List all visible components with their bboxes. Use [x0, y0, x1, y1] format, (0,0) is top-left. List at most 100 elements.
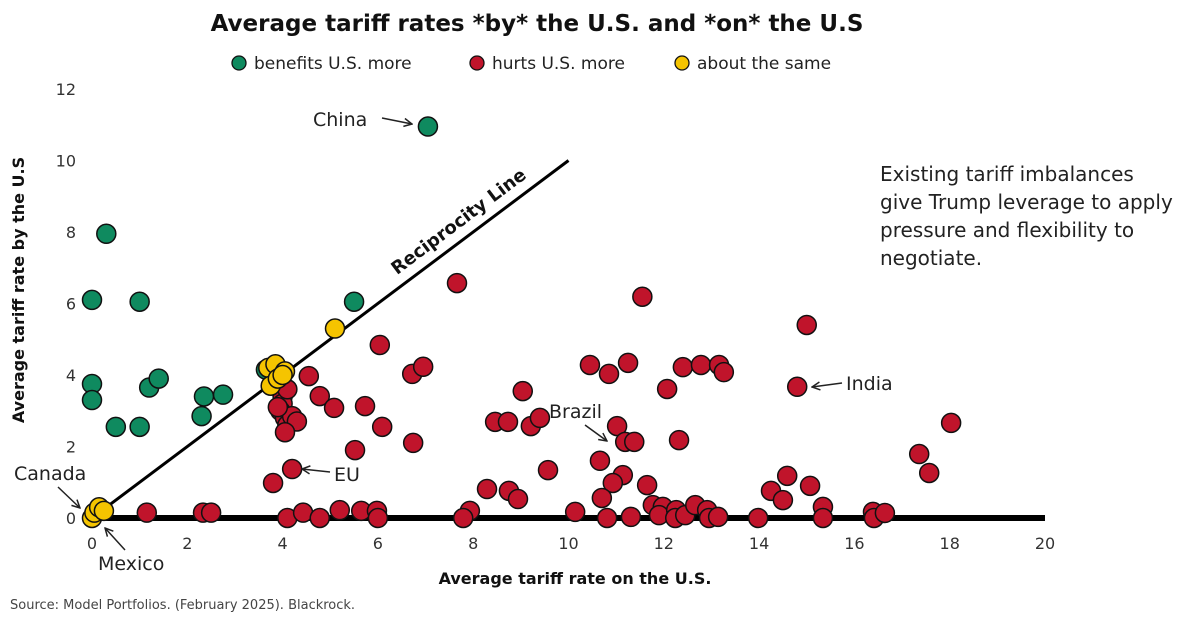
data-point [452, 507, 474, 529]
data-point [497, 411, 519, 433]
note-line: Existing tariff imbalances [880, 162, 1134, 186]
reciprocity-line-stroke [91, 159, 570, 520]
data-point [672, 356, 694, 378]
data-point [81, 389, 103, 411]
data-point [96, 223, 117, 245]
chart-title: Average tariff rates *by* the U.S. and *… [211, 11, 864, 37]
data-point [918, 462, 940, 484]
data-point [636, 474, 658, 496]
data-point [529, 407, 551, 429]
data-point [324, 318, 346, 339]
data-point [632, 286, 653, 307]
data-point [776, 465, 798, 487]
data-point [329, 499, 351, 521]
annotation-arrow [381, 117, 412, 124]
data-point [476, 478, 498, 500]
x-axis-label: Average tariff rate on the U.S. [439, 569, 712, 588]
data-point [323, 397, 345, 419]
data-point [93, 500, 115, 522]
data-point [412, 356, 434, 378]
data-point [309, 507, 331, 529]
x-tick-label: 18 [940, 534, 960, 553]
legend-label: hurts U.S. more [492, 54, 625, 74]
reciprocity-line-label: Reciprocity Line [387, 164, 530, 279]
y-tick-label: 8 [66, 223, 76, 242]
data-point [512, 380, 534, 402]
data-point [402, 432, 424, 454]
note-line: give Trump leverage to apply [880, 190, 1173, 214]
data-point [624, 431, 645, 453]
annotation-label: EU [334, 464, 360, 486]
data-point [940, 412, 962, 434]
y-axis-label: Average tariff rate by the U.S [9, 157, 28, 423]
annotation-arrow [105, 528, 126, 551]
x-tick-label: 8 [468, 534, 478, 553]
data-points [81, 116, 962, 529]
data-point [690, 354, 712, 376]
legend-label: about the same [697, 54, 831, 74]
data-point [668, 429, 690, 451]
data-point [200, 502, 222, 523]
data-point [620, 506, 642, 528]
data-point [537, 459, 559, 481]
data-point [564, 501, 586, 523]
data-point [507, 488, 529, 510]
x-tick-label: 6 [373, 534, 383, 553]
data-point [446, 272, 468, 294]
data-point [799, 475, 821, 497]
data-point [579, 354, 601, 376]
data-point [598, 363, 620, 385]
data-point [129, 416, 150, 438]
data-point [786, 376, 808, 398]
y-tick-label: 6 [66, 295, 76, 314]
legend: benefits U.S. more hurts U.S. more about t… [231, 54, 831, 74]
x-tick-label: 20 [1035, 534, 1055, 553]
data-point [591, 487, 613, 509]
legend-marker [674, 55, 690, 71]
data-point [713, 361, 735, 383]
data-point [707, 506, 729, 528]
data-point [298, 365, 320, 387]
x-tick-label: 4 [278, 534, 288, 553]
data-point [369, 334, 391, 356]
data-point [656, 378, 678, 400]
annotation-label: Mexico [98, 553, 164, 575]
data-point [371, 416, 393, 438]
legend-label: benefits U.S. more [254, 54, 412, 74]
y-tick-label: 4 [66, 366, 76, 385]
y-tick-label: 0 [66, 509, 76, 528]
data-point [309, 385, 331, 407]
annotations: China India Brazil EU Canada Mexico [14, 109, 893, 575]
data-point [267, 396, 289, 418]
data-point [281, 458, 303, 480]
data-point [193, 386, 215, 407]
data-point [344, 439, 366, 461]
annotation-arrow [812, 383, 843, 387]
annotation-label: China [313, 109, 367, 131]
x-tick-label: 12 [654, 534, 674, 553]
y-tick-label: 12 [56, 80, 76, 99]
data-point [105, 416, 127, 438]
data-point [274, 421, 296, 443]
note-line: pressure and flexibility to [880, 218, 1134, 242]
annotation-arrow [302, 469, 331, 472]
x-tick-label: 10 [558, 534, 578, 553]
x-tick-label: 0 [87, 534, 97, 553]
data-point [589, 450, 611, 472]
data-point [747, 507, 769, 529]
data-point [191, 405, 212, 427]
data-point [354, 395, 376, 417]
data-point [129, 291, 150, 312]
legend-marker [469, 55, 485, 71]
data-point [874, 502, 896, 524]
y-tick-label: 2 [66, 438, 76, 457]
commentary-note: Existing tariff imbalances give Trump le… [880, 162, 1173, 270]
data-point [212, 384, 234, 405]
data-point [772, 489, 794, 511]
data-point [796, 314, 817, 336]
data-point [602, 472, 624, 494]
data-point [343, 291, 365, 312]
y-tick-label: 10 [56, 152, 76, 171]
